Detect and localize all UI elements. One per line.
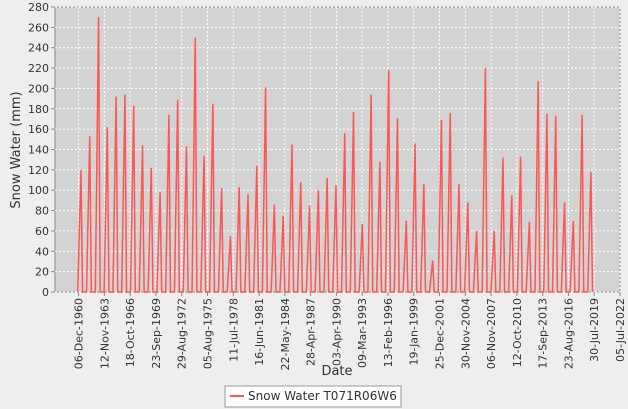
data-line (77, 17, 594, 293)
y-tick-label: 180 (28, 103, 49, 116)
y-tick-label: 120 (28, 164, 49, 177)
x-tick-label: 22-May-1984 (279, 298, 292, 370)
x-tick-label: 18-Oct-1966 (124, 298, 137, 367)
x-tick-label: 25-Dec-2001 (434, 298, 447, 369)
x-tick-label: 28-Apr-1987 (305, 298, 318, 366)
x-tick-label: 17-Sep-2013 (537, 298, 550, 369)
legend (224, 385, 402, 408)
y-tick-label: 40 (35, 245, 49, 258)
y-tick-label: 20 (35, 266, 49, 279)
y-tick-label: 160 (28, 123, 49, 136)
x-tick-label: 09-Mar-1993 (356, 298, 369, 368)
y-tick-label: 0 (42, 286, 49, 299)
x-tick-label: 30-Jul-2019 (588, 298, 601, 362)
x-tick-label: 16-Jun-1981 (253, 298, 266, 366)
y-tick-label: 240 (28, 42, 49, 55)
x-tick-label: 12-Nov-1963 (98, 298, 111, 369)
y-tick-label: 280 (28, 1, 49, 14)
x-tick-label: 06-Dec-1960 (73, 298, 86, 369)
legend-label: Snow Water T071R06W6 (248, 389, 397, 403)
x-tick-label: 23-Aug-2016 (562, 298, 575, 369)
x-tick-label: 23-Sep-1969 (150, 298, 163, 369)
y-tick-label: 140 (28, 144, 49, 157)
x-tick-label: 11-Jul-1978 (227, 298, 240, 362)
x-tick-label: 30-Nov-2004 (459, 298, 472, 369)
y-tick-label: 260 (28, 21, 49, 34)
y-tick-label: 60 (35, 225, 49, 238)
x-tick-label: 13-Feb-1996 (382, 298, 395, 367)
y-tick-label: 200 (28, 82, 49, 95)
y-tick-label: 220 (28, 62, 49, 75)
x-tick-label: 05-Jul-2022 (614, 298, 627, 362)
y-axis-label: Snow Water (mm) (9, 91, 24, 208)
x-axis-label: Date (321, 364, 352, 379)
x-tick-label: 03-Apr-1990 (330, 298, 343, 366)
x-tick-label: 19-Jan-1999 (408, 298, 421, 366)
y-tick-label: 80 (35, 205, 49, 218)
x-tick-label: 05-Aug-1975 (201, 298, 214, 369)
x-tick-label: 29-Aug-1972 (176, 298, 189, 369)
x-tick-label: 12-Oct-2010 (511, 298, 524, 367)
x-tick-label: 06-Nov-2007 (485, 298, 498, 369)
y-tick-label: 100 (28, 184, 49, 197)
